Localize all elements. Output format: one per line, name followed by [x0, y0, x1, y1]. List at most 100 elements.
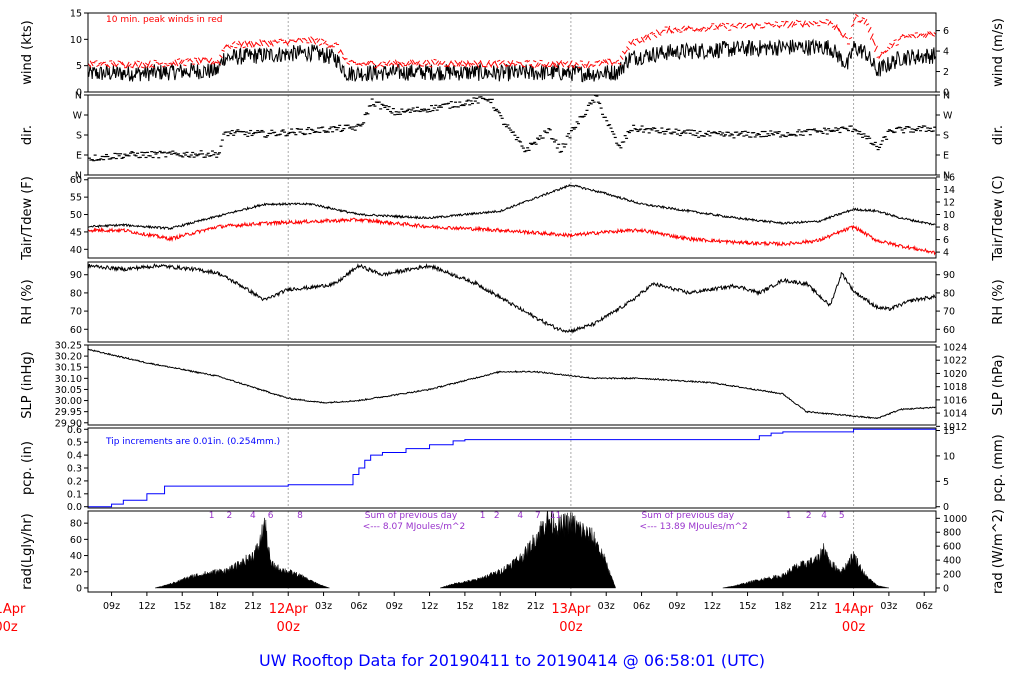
series-mark [852, 16, 857, 22]
hour-number: 4 [821, 511, 827, 521]
series-mark [581, 63, 586, 69]
y-tick-label: 70 [70, 307, 82, 318]
series-mark [494, 61, 499, 69]
series-mark [774, 21, 779, 24]
series-mark [125, 61, 130, 68]
y-tick-label: 30.00 [55, 396, 82, 407]
x-tick-label: 15z [739, 601, 756, 612]
series-mark [399, 61, 404, 68]
y-tick-label: 40 [70, 551, 82, 562]
series-mark [359, 62, 363, 67]
series-mark [327, 44, 331, 49]
series-mark [855, 13, 859, 17]
series-mark [738, 22, 742, 25]
series-mark [829, 22, 834, 25]
y-tick-label: 55 [70, 193, 82, 204]
series-group [88, 348, 936, 420]
series-line [88, 348, 936, 420]
series-mark [339, 49, 344, 56]
series-mark [202, 57, 206, 61]
y-tick-label: 0.5 [67, 438, 82, 449]
series-mark [865, 23, 870, 26]
series-mark [361, 62, 365, 65]
series-mark [164, 62, 168, 65]
series-mark [115, 63, 119, 67]
series-mark [106, 64, 111, 69]
series-mark [308, 37, 312, 44]
series-mark [912, 33, 917, 39]
series-mark [132, 62, 136, 68]
y-tick-right-label: 14 [943, 185, 955, 196]
series-mark [178, 59, 183, 65]
x-tick-label: 09z [386, 601, 403, 612]
series-group [88, 428, 936, 508]
series-line [88, 263, 936, 335]
series-mark [149, 63, 153, 68]
panel-pcp: 0.0 0.1 0.20.3 0.4 0.5 0.6 0 5 10 15 pcp. (in) pcp.… [20, 425, 1006, 513]
y-axis-label: Tair/Tdew (F) [20, 176, 35, 261]
daily-note: Sum of previous day [365, 511, 458, 521]
panel-frame [87, 344, 937, 426]
series-mark [721, 22, 726, 26]
series-mark [318, 43, 323, 46]
series-mark [458, 60, 463, 67]
y-tick-label: 60 [70, 325, 82, 336]
series-mark [354, 63, 359, 66]
series-mark [700, 26, 705, 32]
series-mark [594, 60, 598, 63]
series-mark [863, 19, 868, 25]
x-major-sublabel: 00z [559, 620, 583, 635]
series-mark [229, 45, 234, 48]
y-axis-label-right: Tair/Tdew (C) [991, 175, 1006, 261]
series-mark [668, 27, 673, 34]
series-mark [924, 32, 929, 39]
series-mark [276, 41, 280, 43]
y-tick-label: 29.95 [55, 407, 82, 418]
series-mark [168, 62, 172, 65]
y-axis-label-right: wind (m/s) [991, 18, 1006, 87]
series-mark [649, 31, 654, 35]
series-mark [204, 57, 208, 60]
series-mark [507, 60, 512, 65]
y-tick-label: 5 [76, 61, 82, 72]
y-tick-label: 30.10 [55, 374, 82, 385]
series-mark [742, 22, 747, 26]
series-mark [303, 37, 308, 42]
y-tick-right-label: 6 [943, 26, 949, 37]
series-mark [850, 23, 855, 28]
series-mark [138, 61, 143, 68]
y-tick-right-label: N [943, 171, 950, 182]
y-tick-right-label: 6 [943, 235, 949, 246]
y-tick-right-label: 60 [943, 325, 955, 336]
series-mark [471, 62, 475, 66]
series-mark [509, 59, 514, 67]
series-mark [831, 25, 836, 29]
y-tick-label: 0.1 [67, 489, 82, 500]
series-mark [568, 60, 573, 67]
series-mark [365, 60, 370, 66]
series-mark [486, 59, 490, 66]
series-mark [903, 35, 908, 39]
series-mark [560, 61, 565, 68]
series-mark [265, 42, 270, 48]
series-mark [102, 61, 107, 64]
series-mark [869, 33, 874, 40]
series-mark [121, 61, 126, 67]
series-mark [744, 25, 749, 29]
series-mark [144, 62, 149, 66]
series-mark [567, 66, 571, 68]
y-axis-label: rad(Lgly/hr) [20, 513, 35, 589]
daily-note: <--- 13.89 MJoules/m^2 [640, 522, 748, 532]
series-mark [889, 43, 893, 46]
series-mark [452, 64, 456, 67]
x-tick-label: 06z [633, 601, 650, 612]
hour-number: 4 [250, 511, 256, 521]
series-mark [537, 62, 541, 68]
series-mark [92, 61, 96, 64]
x-tick-label: 12z [704, 601, 721, 612]
series-mark [575, 61, 579, 66]
y-tick-label: N [75, 91, 82, 102]
y-tick-label: 30.25 [55, 341, 82, 352]
y-tick-label: 40 [70, 245, 82, 256]
